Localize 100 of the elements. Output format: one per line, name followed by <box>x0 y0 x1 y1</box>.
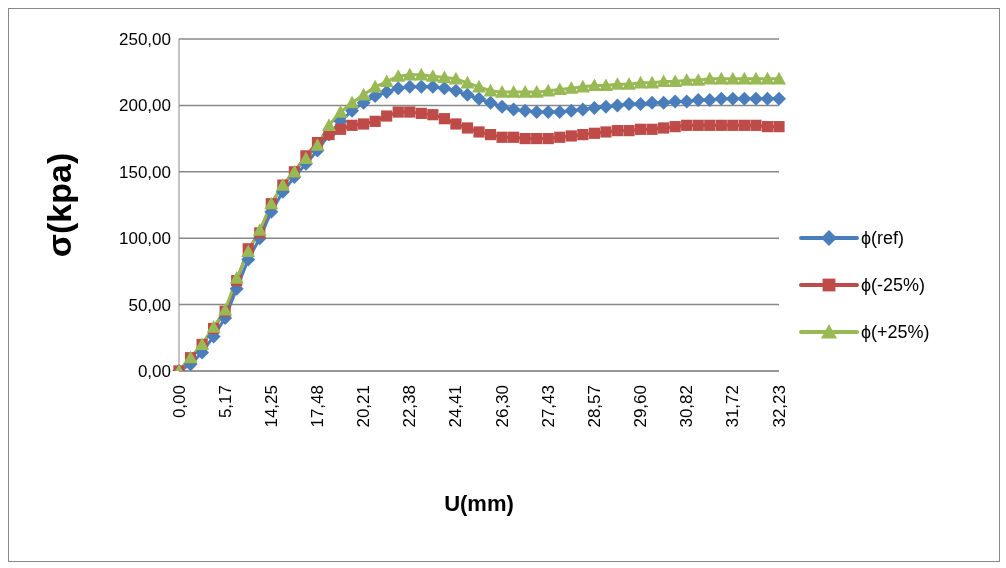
point <box>748 91 763 106</box>
point <box>633 75 648 89</box>
point <box>702 71 717 85</box>
point <box>506 102 521 117</box>
point <box>483 83 498 97</box>
point <box>460 75 475 89</box>
y-tick-label: 100,00 <box>119 229 171 249</box>
point <box>391 69 406 82</box>
x-tick-label: 31,72 <box>723 385 743 428</box>
point <box>600 126 612 138</box>
point <box>358 118 370 130</box>
point <box>679 73 694 86</box>
point <box>622 77 636 90</box>
point <box>587 101 602 116</box>
point <box>646 123 658 135</box>
point <box>656 74 671 88</box>
point <box>725 91 740 106</box>
point <box>519 133 531 145</box>
point <box>564 81 579 94</box>
point <box>610 98 625 113</box>
point <box>334 123 347 135</box>
point <box>518 85 533 98</box>
point <box>727 119 739 131</box>
point <box>541 105 556 120</box>
point <box>645 95 660 110</box>
point <box>760 71 775 85</box>
point <box>679 94 694 109</box>
point <box>346 119 358 131</box>
point <box>760 91 775 106</box>
point <box>554 131 566 143</box>
x-tick-label: 20,21 <box>354 385 374 428</box>
point <box>564 103 579 118</box>
point <box>437 70 452 84</box>
x-axis-title: U(mm) <box>444 491 514 516</box>
point <box>761 121 774 133</box>
point <box>668 74 683 88</box>
point <box>588 127 600 139</box>
point <box>738 119 750 131</box>
x-tick-label: 27,43 <box>538 385 558 428</box>
point <box>598 78 613 92</box>
point <box>691 93 706 108</box>
point <box>772 71 786 85</box>
x-tick-label: 28,57 <box>584 385 604 428</box>
point <box>414 67 429 81</box>
point <box>392 106 404 118</box>
point <box>427 109 439 121</box>
point <box>773 121 785 133</box>
y-tick-label: 0,00 <box>137 362 171 382</box>
point <box>737 71 752 85</box>
point <box>715 119 727 131</box>
point <box>714 91 729 106</box>
point <box>577 129 589 141</box>
point <box>772 91 786 106</box>
y-tick-label: 200,00 <box>119 96 171 116</box>
legend-label: ϕ(-25%) <box>861 274 926 296</box>
point <box>437 81 452 96</box>
point <box>473 126 485 138</box>
point <box>484 129 497 141</box>
point <box>391 81 406 96</box>
point <box>506 85 521 98</box>
point <box>704 119 716 131</box>
point <box>668 94 683 109</box>
point <box>669 121 681 133</box>
point <box>495 99 510 114</box>
x-tick-label: 29,60 <box>631 385 651 428</box>
point <box>404 106 416 118</box>
point <box>750 119 762 131</box>
point <box>460 87 475 102</box>
point <box>472 91 486 106</box>
point <box>748 71 763 85</box>
point <box>402 67 417 81</box>
x-tick-label: 26,30 <box>492 385 512 428</box>
legend-label: ϕ(ref) <box>861 227 905 249</box>
point <box>381 110 393 122</box>
point <box>252 223 267 236</box>
point <box>565 130 577 142</box>
point <box>681 119 693 131</box>
x-tick-label: 24,41 <box>446 385 466 428</box>
point <box>518 103 533 118</box>
point <box>634 123 647 135</box>
point <box>379 85 394 100</box>
point <box>552 82 567 96</box>
point <box>322 118 336 131</box>
x-tick-label: 30,82 <box>677 385 697 428</box>
point <box>333 105 348 118</box>
point <box>623 125 635 137</box>
point <box>529 85 544 98</box>
point <box>369 115 381 127</box>
point <box>725 71 740 85</box>
point <box>379 74 394 88</box>
point <box>658 122 670 134</box>
point <box>622 97 636 112</box>
point <box>575 102 590 117</box>
point <box>575 79 590 93</box>
point <box>508 131 520 143</box>
x-tick-label: 22,38 <box>400 385 420 428</box>
point <box>345 95 360 109</box>
y-tick-label: 250,00 <box>119 30 171 50</box>
point <box>611 125 624 137</box>
point <box>356 87 371 101</box>
